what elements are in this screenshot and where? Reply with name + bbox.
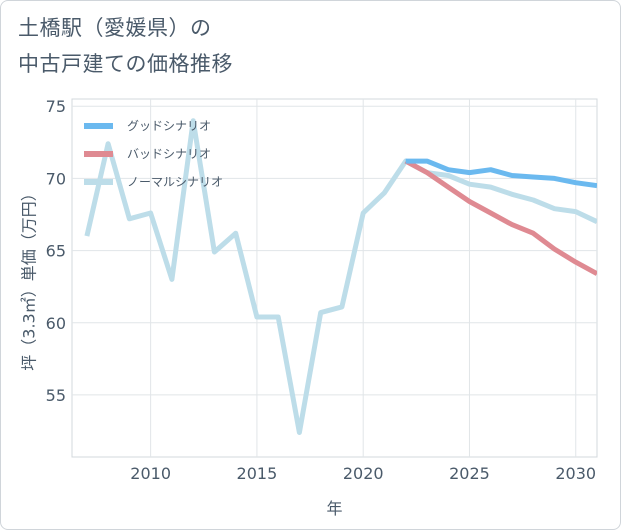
plot-area bbox=[71, 98, 598, 458]
series-line-1 bbox=[404, 158, 597, 276]
legend-label-1: バッドシナリオ bbox=[127, 147, 211, 161]
chart-title: 土橋駅（愛媛県）の 中古戸建ての価格推移 bbox=[18, 10, 233, 82]
y-axis-ticks: 55 60 65 70 75 bbox=[46, 97, 66, 405]
series-line-0 bbox=[405, 158, 597, 189]
x-tick-label: 2025 bbox=[449, 464, 490, 483]
series-line-2 bbox=[84, 118, 597, 435]
y-tick-label: 55 bbox=[46, 386, 66, 405]
chart-title-line-1: 土橋駅（愛媛県）の bbox=[18, 16, 212, 40]
y-tick-label: 60 bbox=[46, 314, 66, 333]
x-tick-label: 2015 bbox=[237, 464, 278, 483]
legend-label-2: ノーマルシナリオ bbox=[127, 175, 223, 189]
series-lines bbox=[84, 118, 597, 435]
y-tick-label: 70 bbox=[46, 169, 66, 188]
y-tick-label: 65 bbox=[46, 242, 66, 261]
grid-lines bbox=[72, 99, 597, 457]
legend-label-0: グッドシナリオ bbox=[127, 119, 211, 133]
x-tick-label: 2030 bbox=[555, 464, 596, 483]
x-tick-label: 2010 bbox=[130, 464, 171, 483]
x-tick-label: 2020 bbox=[343, 464, 384, 483]
chart-title-line-2: 中古戸建ての価格推移 bbox=[18, 52, 233, 76]
x-axis-label: 年 bbox=[326, 499, 342, 518]
y-tick-label: 75 bbox=[46, 97, 66, 116]
y-axis-label: 坪（3.3㎡）単価（万円） bbox=[20, 185, 39, 370]
x-axis-ticks: 2010 2015 2020 2025 2030 bbox=[130, 464, 596, 483]
